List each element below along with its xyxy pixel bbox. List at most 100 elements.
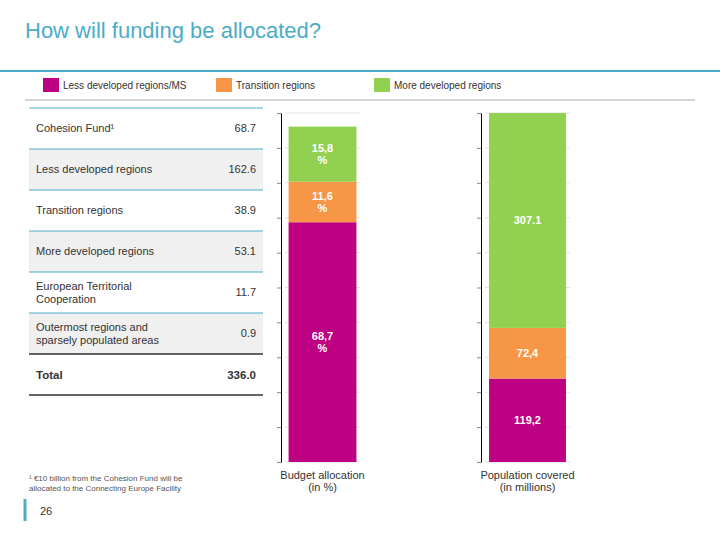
row-label-line: Cooperation <box>36 293 96 305</box>
page-number: 26 <box>40 505 52 517</box>
tick <box>277 113 281 114</box>
row-label: Outermost regions andsparsely populated … <box>36 321 159 346</box>
bars <box>489 113 566 462</box>
row-rule <box>29 190 263 191</box>
data-label: 307.1 <box>514 214 542 226</box>
footnote: ¹ €10 billion from the Cohesion Fund wil… <box>29 474 183 492</box>
row-label-line: Outermost regions and <box>36 321 148 333</box>
data-labels: 68,7%11,6%15,8% <box>312 142 333 355</box>
bar <box>289 127 357 182</box>
tick-mark <box>277 322 281 323</box>
x-axis-title-line: Population covered <box>480 469 574 481</box>
data-label-line: 15,8 <box>312 142 333 154</box>
tick <box>277 357 281 358</box>
row-rule <box>29 231 263 232</box>
row-value: 53.1 <box>235 245 256 257</box>
tick <box>277 427 281 428</box>
tick <box>277 392 281 393</box>
bars <box>289 127 357 462</box>
footnote-line: allocated to the Connecting Europe Facil… <box>29 484 181 493</box>
tick <box>277 218 281 219</box>
tick-mark <box>477 253 481 254</box>
tick-mark <box>477 113 481 114</box>
row-label-line: More developed regions <box>36 245 155 257</box>
tick-mark <box>477 357 481 358</box>
data-label: 68,7% <box>312 330 333 355</box>
row-background <box>29 231 263 272</box>
x-axis-title: Budget allocation(in %) <box>280 469 364 494</box>
tick-mark <box>277 113 281 114</box>
bar-chart: 68,7%11,6%15,8%Budget allocation(in %) <box>277 113 365 493</box>
legend-label: Transition regions <box>236 80 315 91</box>
row-value: 68.7 <box>235 122 256 134</box>
y-axis <box>477 114 482 463</box>
tick <box>477 322 481 323</box>
footnote-line: ¹ €10 billion from the Cohesion Fund wil… <box>29 474 183 483</box>
tick-mark <box>477 148 481 149</box>
tick-mark <box>277 148 281 149</box>
row-rule <box>29 108 263 109</box>
data-label: 15,8% <box>312 142 333 167</box>
bar <box>489 379 566 462</box>
tick-mark <box>477 392 481 393</box>
bar <box>489 328 566 379</box>
row-label: Cohesion Fund¹ <box>36 122 115 134</box>
tick-mark <box>277 357 281 358</box>
row-value: 0.9 <box>241 327 256 339</box>
x-axis-title-line: (in %) <box>308 481 337 493</box>
table: Cohesion Fund¹ 68.7 Less developed regions… <box>29 108 263 395</box>
row-label-line: Less developed regions <box>36 163 153 175</box>
row-background <box>29 313 263 354</box>
title: How will funding be allocated? <box>25 18 321 43</box>
legend-item: Less developed regions/MS <box>43 78 187 92</box>
axis-line <box>481 114 482 463</box>
data-labels: 119,2 72,4 307.1 <box>514 214 542 426</box>
tick <box>477 357 481 358</box>
tick <box>477 427 481 428</box>
tick-mark <box>477 183 481 184</box>
bar <box>489 113 566 328</box>
legend-label: More developed regions <box>394 80 501 91</box>
tick-mark <box>277 288 281 289</box>
grid-line <box>285 113 360 114</box>
y-axis <box>277 114 282 463</box>
bar-chart: 119,2 72,4 307.1 Population covered(in mill… <box>477 113 575 493</box>
row-label-line: Transition regions <box>36 204 124 216</box>
data-label-line: 11,6 <box>312 190 333 202</box>
bar <box>289 222 357 462</box>
row-value: 38.9 <box>235 204 256 216</box>
data-label-line: 307.1 <box>514 214 542 226</box>
x-axis-title-line: (in millions) <box>500 481 556 493</box>
row-rule <box>29 149 263 150</box>
row-value: 336.0 <box>227 369 256 381</box>
tick <box>277 322 281 323</box>
tick-mark <box>477 218 481 219</box>
tick-mark <box>277 183 281 184</box>
legend-rule <box>25 100 695 101</box>
tick-mark <box>477 427 481 428</box>
legend: Less developed regions/MS Transition regi… <box>43 78 501 92</box>
page: How will funding be allocated? Cohesion F… <box>0 0 720 540</box>
row-label: Less developed regions <box>36 163 153 175</box>
row-label: European TerritorialCooperation <box>36 280 132 305</box>
title-rule <box>0 70 720 72</box>
data-label: 119,2 <box>514 414 541 426</box>
data-label: 11,6% <box>312 190 333 215</box>
table-bottom-rule <box>29 394 263 396</box>
data-label-line: 68,7 <box>312 330 333 342</box>
row-label-line: Cohesion Fund¹ <box>36 122 115 134</box>
legend-label: Less developed regions/MS <box>63 80 187 91</box>
tick-mark <box>277 427 281 428</box>
row-rule <box>29 313 263 314</box>
data-label-line: % <box>318 154 328 166</box>
tick <box>277 288 281 289</box>
row-label: More developed regions <box>36 245 155 257</box>
row-label: Transition regions <box>36 204 124 216</box>
legend-item: Transition regions <box>216 78 315 92</box>
data-label-line: % <box>318 342 328 354</box>
tick <box>477 218 481 219</box>
tick <box>477 392 481 393</box>
tick-mark <box>477 322 481 323</box>
data-label-line: 72,4 <box>517 347 539 359</box>
row-label-line: European Territorial <box>36 280 132 292</box>
